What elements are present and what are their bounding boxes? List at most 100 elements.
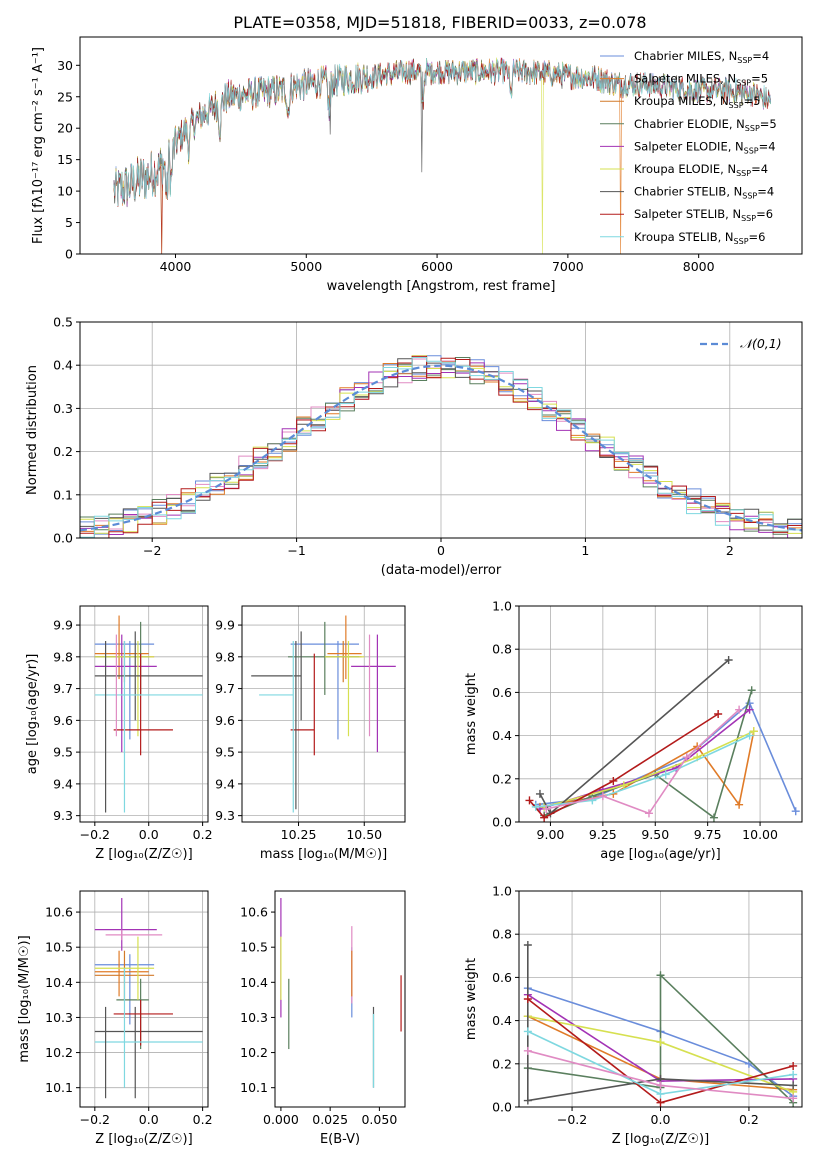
y-tick-label: 10.2	[45, 1045, 73, 1060]
y-tick-label: 0.1	[53, 487, 73, 502]
weight-marker	[644, 809, 653, 818]
y-axis-label: Normed distribution	[25, 365, 40, 495]
weight-line	[527, 945, 794, 1102]
y-tick-label: 9.6	[215, 713, 235, 728]
error-bar-point	[94, 968, 203, 1088]
x-axis-label: mass [log₁₀(M/M☉)]	[260, 847, 387, 862]
x-tick-label: 0.2	[193, 1112, 213, 1127]
weight-line	[535, 734, 750, 808]
weight-marker	[619, 781, 628, 790]
chart-age-vs-Z: −0.2 0.0 0.2 9.3 9.4 9.5 9.6 9.7 9.8 9.9 Z [log₁₀(…	[25, 605, 213, 862]
y-tick-label: 0.5	[53, 315, 73, 330]
y-tick-label: 9.4	[215, 776, 235, 791]
chart-age-vs-mass: 10.25 10.50 9.3 9.4 9.5 9.6 9.7 9.8 9.9 mass [log…	[215, 605, 406, 862]
legend-entry: 𝒩(0,1)	[740, 336, 782, 351]
y-tick-label: 0.0	[492, 1100, 512, 1115]
y-tick-label: 9.7	[53, 681, 73, 696]
weight-series	[523, 941, 798, 1105]
x-tick-label: −0.2	[80, 1112, 110, 1127]
weight-line	[539, 709, 751, 810]
x-tick-label: 0	[437, 543, 445, 558]
histogram-series	[80, 357, 802, 538]
y-tick-label: 0.2	[53, 444, 73, 459]
x-tick-label: 4000	[160, 259, 192, 274]
weight-marker	[656, 1098, 665, 1107]
weight-marker	[525, 796, 534, 805]
y-tick-label: 9.9	[215, 618, 235, 633]
x-tick-label: 9.00	[537, 827, 565, 842]
x-axis-label: (data-model)/error	[381, 563, 502, 578]
y-axis-label: mass weight	[464, 673, 479, 755]
x-axis-label: age [log₁₀(age/yr)]	[600, 847, 721, 862]
y-axis-label: Flux [fλ10⁻¹⁷ erg cm⁻² s⁻¹ A⁻¹]	[31, 47, 46, 244]
histogram-series	[80, 355, 802, 538]
weight-series	[531, 699, 800, 816]
x-tick-label: 9.75	[694, 827, 722, 842]
weight-series	[540, 727, 758, 811]
plot-area	[94, 615, 203, 813]
y-tick-label: 0	[65, 247, 73, 262]
weight-marker	[656, 971, 665, 980]
normal-curve	[80, 364, 802, 532]
error-bar-point	[259, 640, 294, 813]
x-tick-label: −2	[143, 543, 161, 558]
x-tick-label: 10.50	[346, 827, 382, 842]
y-tick-label: 10.3	[45, 1010, 73, 1025]
y-tick-label: 20	[57, 121, 73, 136]
x-tick-label: 0.0	[651, 1112, 671, 1127]
weight-marker	[789, 1070, 798, 1079]
weight-marker	[749, 727, 758, 736]
spectrum-series	[113, 57, 771, 254]
weight-line	[528, 713, 719, 819]
spectrum-series	[113, 57, 771, 254]
y-tick-label: 9.8	[215, 649, 235, 664]
x-tick-label: 0.000	[263, 1112, 299, 1127]
weight-series	[523, 995, 798, 1107]
axes-frame	[79, 36, 803, 255]
x-axis-label: Z [log₁₀(Z/Z☉)]	[612, 1132, 709, 1147]
axes-frame	[79, 605, 209, 823]
error-bar-point	[94, 634, 157, 753]
y-tick-label: 0.4	[53, 358, 73, 373]
weight-marker	[609, 776, 618, 785]
chart-weight-vs-Z: −0.2 0.0 0.2 0.0 0.2 0.4 0.6 0.8 1.0 Z [log₁₀(Z/Z…	[464, 884, 803, 1147]
x-tick-label: 5000	[290, 259, 322, 274]
weight-marker	[661, 770, 670, 779]
x-tick-label: 0.025	[312, 1112, 348, 1127]
y-axis-label: mass weight	[464, 958, 479, 1040]
x-axis-label: Z [log₁₀(Z/Z☉)]	[95, 1132, 192, 1147]
x-axis-label: E(B-V)	[320, 1132, 360, 1147]
weight-marker	[523, 995, 532, 1003]
error-bar-point	[105, 929, 163, 941]
weight-series	[523, 1046, 798, 1103]
error-bar-point	[324, 640, 365, 737]
weight-marker	[789, 1094, 798, 1103]
weight-marker	[523, 1027, 532, 1036]
error-bar-point	[290, 653, 315, 756]
x-tick-label: −1	[287, 543, 305, 558]
plot-area	[523, 941, 798, 1107]
chart-weight-vs-age: 9.00 9.25 9.50 9.75 10.00 0.0 0.2 0.4 0.6 0.8 1.0 a…	[464, 599, 803, 862]
weight-marker	[735, 705, 744, 714]
weight-series	[531, 731, 754, 811]
x-tick-label: 6000	[421, 259, 453, 274]
y-tick-label: 9.6	[53, 713, 73, 728]
weight-marker	[523, 1096, 532, 1105]
weight-series	[523, 1027, 798, 1099]
y-tick-label: 10.6	[45, 905, 73, 920]
error-bar-point	[113, 999, 173, 1046]
y-tick-label: 10.1	[45, 1080, 73, 1095]
y-tick-label: 25	[57, 89, 73, 104]
y-tick-label: 10	[57, 184, 73, 199]
y-axis-label: age [log₁₀(age/yr)]	[25, 654, 40, 775]
weight-marker	[523, 941, 532, 949]
y-tick-label: 0.8	[492, 927, 512, 942]
plot-area	[280, 898, 402, 1088]
y-tick-label: 0.0	[492, 815, 512, 830]
legend-entry: Chabrier ELODIE, NSSP=5	[634, 117, 777, 133]
weight-marker	[747, 686, 756, 695]
x-tick-label: 7000	[552, 259, 584, 274]
weight-marker	[656, 1038, 665, 1047]
weight-series	[535, 656, 733, 818]
